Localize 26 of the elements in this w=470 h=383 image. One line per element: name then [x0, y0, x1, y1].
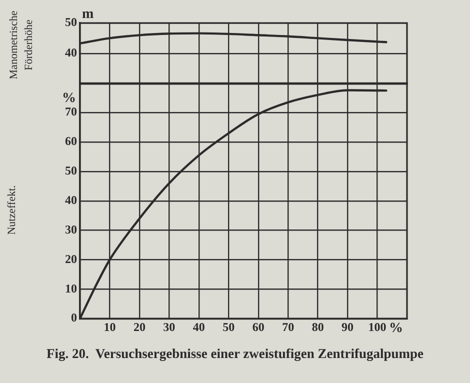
y-axis-title: Manometrische Förderhöhe — [7, 10, 36, 82]
y-tick-label: 30 — [65, 222, 77, 236]
y-tick-label: 40 — [65, 45, 77, 60]
y-tick-label: 50 — [65, 15, 77, 30]
y-tick-label: 70 — [65, 104, 77, 119]
x-tick-label: 40 — [192, 320, 205, 334]
x-tick-label: 80 — [312, 320, 324, 334]
x-tick-label: 60 — [252, 320, 264, 334]
x-tick-label: 90 — [342, 320, 354, 334]
y-tick-label: 0 — [71, 310, 77, 325]
y-tick-label: 50 — [65, 164, 77, 178]
x-tick-label: 70 — [282, 320, 294, 334]
text: % — [389, 321, 403, 336]
caption: Fig. 20. Versuchsergebnisse einer zweistufigen Zentrifugalpumpe — [46, 346, 424, 362]
y-tick-label: 60 — [65, 134, 77, 148]
y-axis-title: Nutzeffekt. — [5, 184, 19, 237]
x-tick-label: 100 — [368, 320, 386, 334]
y-tick-label: 10 — [65, 281, 77, 296]
y-tick-label: 20 — [65, 252, 77, 266]
text: m — [82, 7, 94, 22]
x-tick-label: 20 — [133, 320, 146, 334]
x-tick-label: 50 — [222, 320, 235, 334]
y-tick-label: 40 — [65, 192, 77, 207]
x-tick-label: 10 — [104, 320, 116, 334]
x-tick-label: 30 — [163, 320, 176, 334]
text: % — [62, 91, 76, 106]
